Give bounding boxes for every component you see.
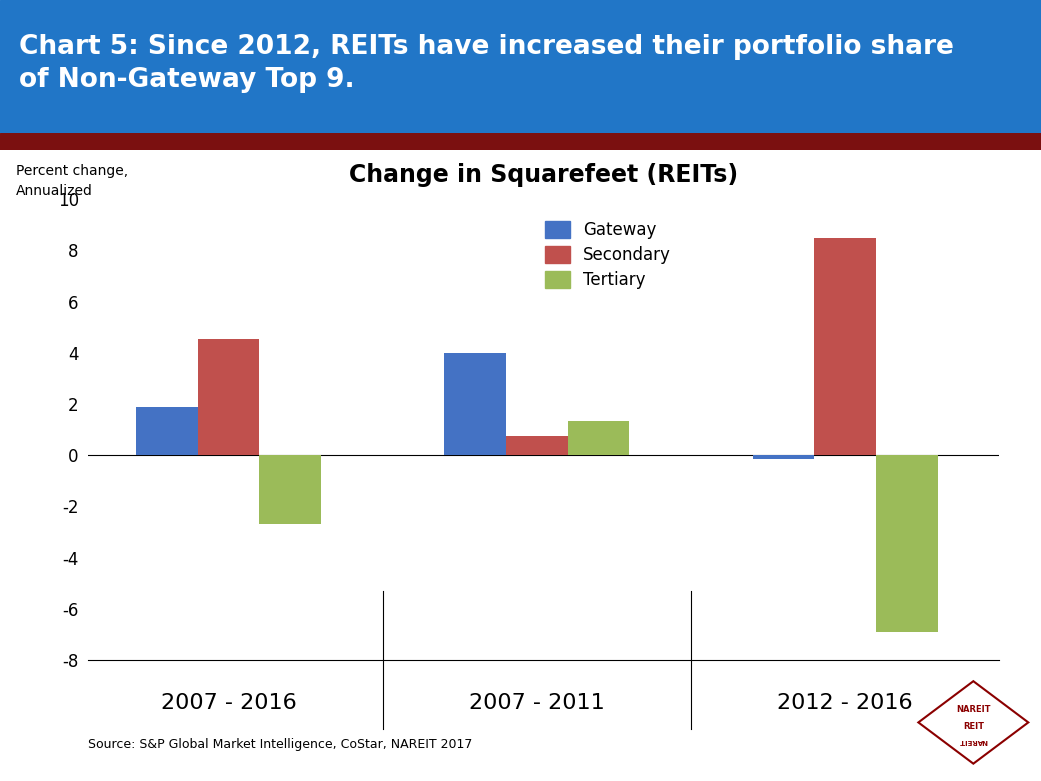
Bar [259,455,321,524]
Text: Percent change,: Percent change, [16,164,128,178]
Title: Change in Squarefeet (REITs): Change in Squarefeet (REITs) [350,163,738,187]
Bar [506,436,567,455]
Text: Source: S&P Global Market Intelligence, CoStar, NAREIT 2017: Source: S&P Global Market Intelligence, … [88,738,473,751]
Bar [814,237,877,455]
Bar [877,455,938,632]
Bar [567,421,630,455]
Bar [753,455,814,459]
Text: REIT: REIT [963,722,984,731]
Legend: Gateway, Secondary, Tertiary: Gateway, Secondary, Tertiary [538,215,678,295]
Bar [198,339,259,455]
Text: NAREIT: NAREIT [956,705,991,714]
Text: Annualized: Annualized [16,184,93,198]
Text: NAREIT: NAREIT [959,738,988,744]
Bar [136,406,198,455]
Text: Chart 5: Since 2012, REITs have increased their portfolio share
of Non-Gateway T: Chart 5: Since 2012, REITs have increase… [19,34,954,93]
Bar [445,353,506,455]
